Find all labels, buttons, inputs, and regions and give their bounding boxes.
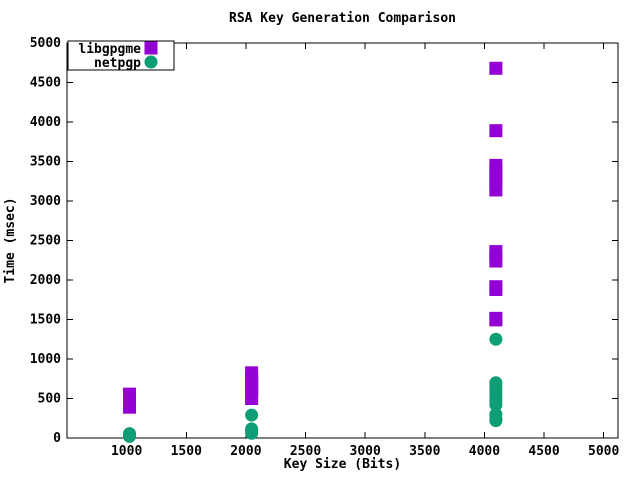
- data-point-libgpgme: [489, 124, 503, 138]
- data-point-netpgp: [245, 408, 259, 422]
- x-tick-label: 3000: [350, 444, 381, 459]
- data-point-netpgp: [489, 332, 503, 346]
- data-point-libgpgme: [489, 158, 503, 172]
- legend-label-libgpgme: libgpgme: [78, 42, 141, 57]
- x-tick-label: 1000: [111, 444, 142, 459]
- legend-marker-netpgp: [144, 55, 158, 69]
- plot-border: [66, 42, 619, 439]
- x-tick-label: 4000: [469, 444, 500, 459]
- legend-marker-libgpgme: [144, 41, 158, 55]
- x-tick-label: 5000: [588, 444, 619, 459]
- data-point-netpgp: [489, 376, 503, 390]
- x-axis-label: Key Size (Bits): [284, 457, 401, 472]
- data-point-libgpgme: [489, 61, 503, 75]
- data-point-netpgp: [122, 427, 136, 441]
- y-tick-label: 4500: [30, 76, 61, 91]
- series-libgpgme: [122, 61, 503, 414]
- y-tick-label: 3000: [30, 194, 61, 209]
- data-point-libgpgme: [245, 366, 259, 380]
- y-tick-label: 1000: [30, 352, 61, 367]
- y-tick-label: 0: [53, 431, 61, 446]
- y-tick-label: 2500: [30, 234, 61, 249]
- y-tick-label: 5000: [30, 36, 61, 51]
- x-tick-label: 2000: [230, 444, 261, 459]
- y-tick-label: 4000: [30, 115, 61, 130]
- data-point-libgpgme: [489, 311, 503, 325]
- data-point-netpgp: [245, 422, 259, 436]
- y-tick-label: 500: [38, 392, 62, 407]
- x-tick-label: 3500: [409, 444, 440, 459]
- x-tick-label: 2500: [290, 444, 321, 459]
- data-point-netpgp: [489, 407, 503, 421]
- series-netpgp: [122, 332, 503, 443]
- y-tick-label: 3500: [30, 155, 61, 170]
- y-tick-label: 2000: [30, 273, 61, 288]
- chart-title: RSA Key Generation Comparison: [229, 11, 456, 26]
- data-point-libgpgme: [489, 280, 503, 294]
- x-tick-label: 4500: [528, 444, 559, 459]
- y-tick-label: 1500: [30, 313, 61, 328]
- data-point-libgpgme: [489, 245, 503, 259]
- x-tick-label: 1500: [171, 444, 202, 459]
- y-axis-label: Time (msec): [3, 197, 18, 283]
- data-point-libgpgme: [122, 387, 136, 401]
- legend-label-netpgp: netpgp: [94, 56, 141, 71]
